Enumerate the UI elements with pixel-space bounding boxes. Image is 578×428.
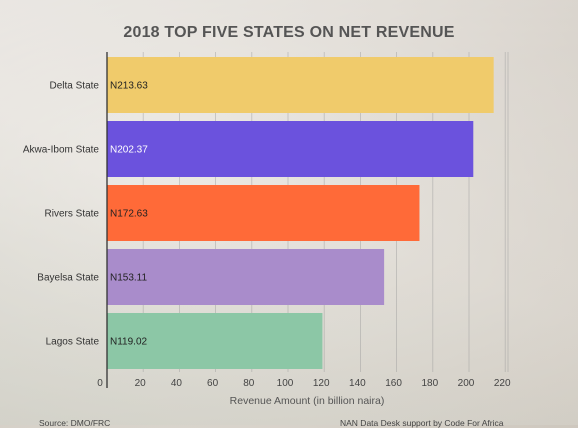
data-label: N172.63 xyxy=(110,209,148,220)
bar xyxy=(107,249,385,305)
x-axis-title: Revenue Amount (in billion naira) xyxy=(230,395,385,407)
data-label: N213.63 xyxy=(110,81,148,92)
x-tick-label: 220 xyxy=(494,378,511,389)
x-tick-label: 180 xyxy=(421,378,438,389)
bar xyxy=(107,313,323,369)
x-tick-label: 100 xyxy=(277,378,294,389)
x-tick-label: 200 xyxy=(458,378,475,389)
source-note: Source: DMO/FRC xyxy=(39,418,111,428)
x-tick-label: 120 xyxy=(313,378,330,389)
bar xyxy=(107,185,420,241)
category-label: Delta State xyxy=(50,81,100,92)
x-tick-label: 60 xyxy=(207,378,219,389)
bar xyxy=(107,57,494,113)
x-tick-label: 40 xyxy=(171,378,183,389)
data-label: N202.37 xyxy=(110,145,148,156)
category-label: Lagos State xyxy=(46,337,100,348)
category-label: Rivers State xyxy=(45,209,100,220)
data-label: N153.11 xyxy=(110,273,148,284)
x-tick-label: 140 xyxy=(349,378,366,389)
data-label: N119.02 xyxy=(110,337,148,348)
x-tick-label: 160 xyxy=(385,378,402,389)
x-tick-label: 0 xyxy=(97,378,103,389)
x-tick-label: 80 xyxy=(243,378,255,389)
category-label: Akwa-Ibom State xyxy=(23,145,100,156)
category-label: Bayelsa State xyxy=(37,273,99,284)
x-tick-label: 20 xyxy=(135,378,147,389)
chart-title: 2018 TOP FIVE STATES ON NET REVENUE xyxy=(123,24,455,41)
credit-note: NAN Data Desk support by Code For Africa xyxy=(340,418,504,428)
bar xyxy=(107,121,474,177)
